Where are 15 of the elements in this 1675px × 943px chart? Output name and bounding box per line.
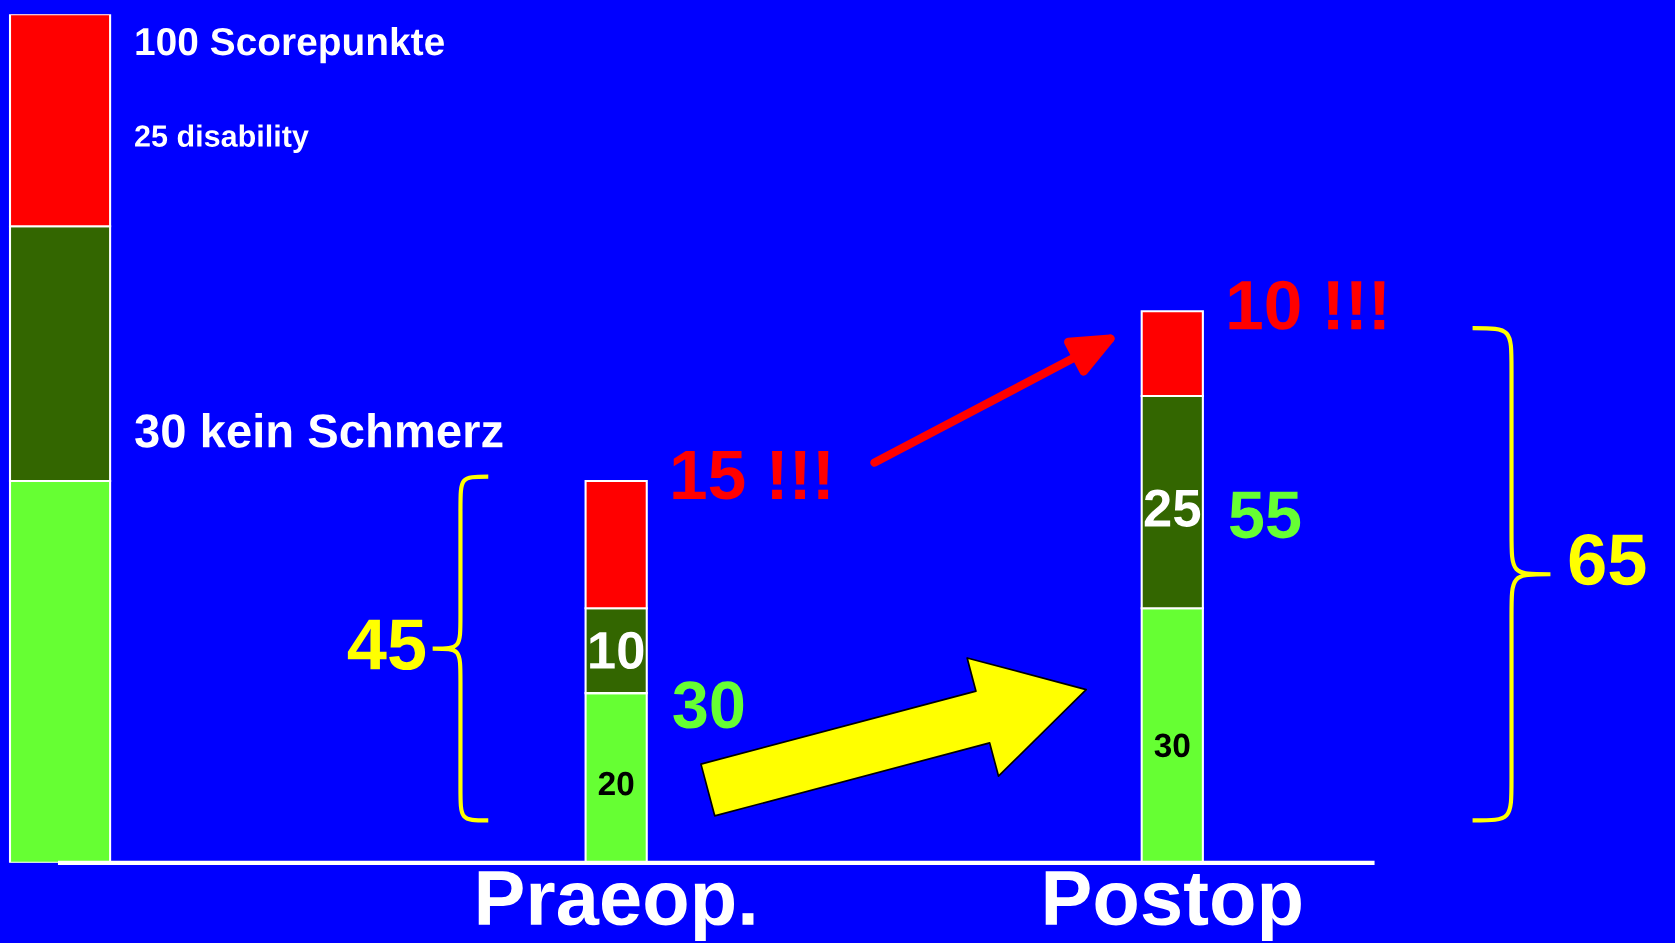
annotation: 15 !!! [673,451,829,500]
data-label: 10 [590,631,644,670]
x-tick-label: Postop [1045,871,1301,941]
annotation: 30 kein Schmerz [135,413,503,448]
x-tick-label: Praeop. [478,871,754,941]
data-label: 25 [1144,489,1201,527]
data-label: 20 [598,771,634,796]
annotation: 30 [673,681,744,729]
text: 65 [1569,534,1646,586]
annotation: 45 [347,619,426,671]
annotation: 100 Scorepunkte [136,26,444,64]
data-label: 30 [1154,733,1190,758]
annotation: 10 !!! [1229,280,1385,330]
annotation: 25 disability [135,124,309,153]
annotation: 55 [1229,491,1301,539]
